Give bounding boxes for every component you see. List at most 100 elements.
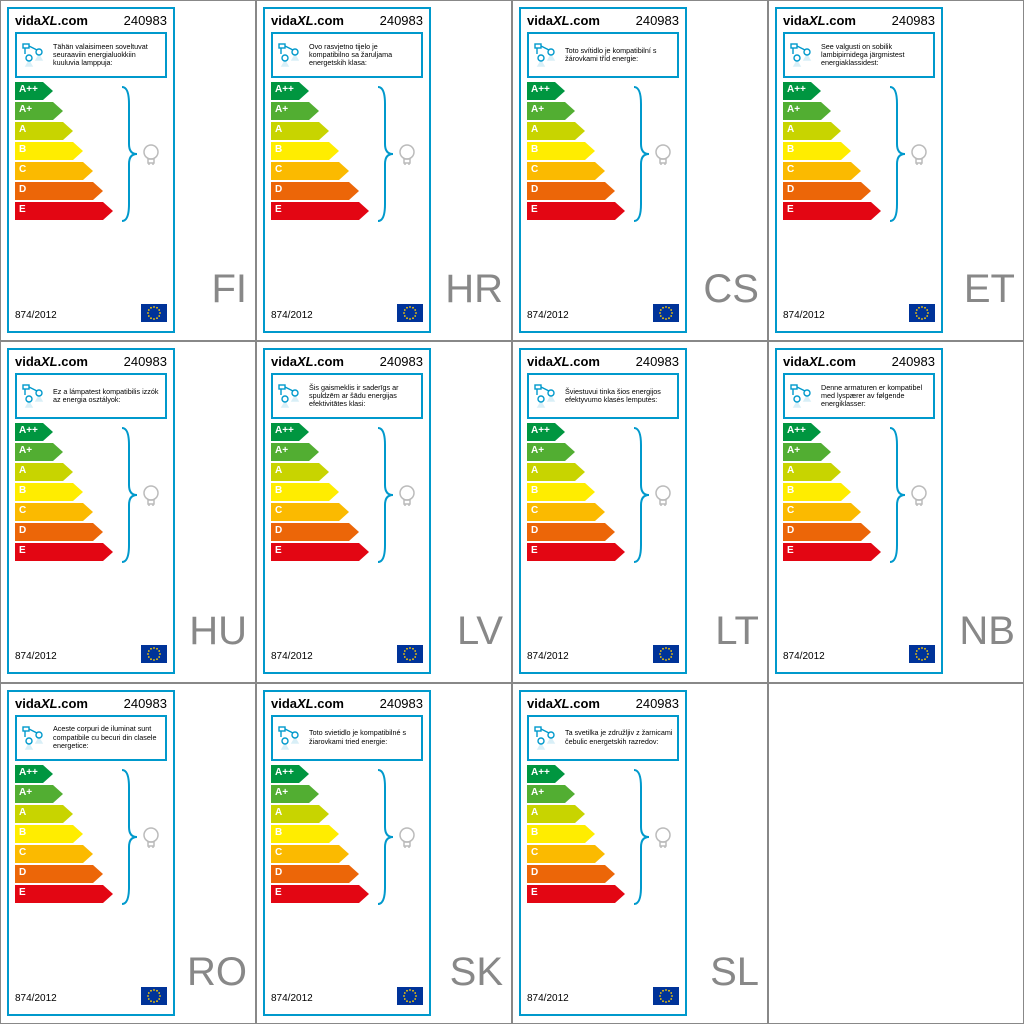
compat-info-box: Denne armaturen er kompatibel med lyspær… [783, 373, 935, 419]
label-cell-sk: vidaXL.com 240983 Toto svietidlo je komp… [256, 683, 512, 1024]
regulation-number: 874/2012 [783, 310, 825, 321]
product-code: 240983 [124, 13, 167, 28]
product-code: 240983 [892, 13, 935, 28]
label-cell-hr: vidaXL.com 240983 Ovo rasvjetno tijelo j… [256, 0, 512, 341]
energy-arrows: A++ A+ A B C D E [271, 423, 429, 573]
label-cell-cs: vidaXL.com 240983 Toto svítidlo je kompa… [512, 0, 768, 341]
brand-logo: vidaXL.com [15, 354, 88, 369]
compat-info-box: See valgusti on sobilik lambipirnidega j… [783, 32, 935, 78]
compat-text: Šviestuvui tinka šios energijos efektyvu… [565, 388, 675, 405]
language-code: RO [187, 950, 247, 995]
bulb-icon [905, 481, 933, 514]
compat-text: See valgusti on sobilik lambipirnidega j… [821, 43, 931, 68]
energy-arrows: A++ A+ A B C D E [15, 423, 173, 573]
energy-label-card: vidaXL.com 240983 Ovo rasvjetno tijelo j… [263, 7, 431, 333]
regulation-number: 874/2012 [271, 310, 313, 321]
compat-text: Ovo rasvjetno tijelo je kompatibilno sa … [309, 43, 419, 68]
brand-logo: vidaXL.com [271, 354, 344, 369]
bulb-icon [393, 823, 421, 856]
eu-flag-icon [909, 645, 935, 668]
language-code: HU [189, 609, 247, 654]
language-code: SL [710, 950, 759, 995]
bulb-icon [137, 140, 165, 173]
compat-text: Toto svietidlo je kompatibilné s žiarovk… [309, 729, 419, 746]
product-code: 240983 [636, 13, 679, 28]
product-code: 240983 [124, 696, 167, 711]
bulb-icon [137, 481, 165, 514]
label-cell-ro: vidaXL.com 240983 Aceste corpuri de ilum… [0, 683, 256, 1024]
label-cell-hu: vidaXL.com 240983 Ez a lámpatest kompati… [0, 341, 256, 682]
label-cell-lt: vidaXL.com 240983 Šviestuvui tinka šios … [512, 341, 768, 682]
brand-logo: vidaXL.com [15, 13, 88, 28]
brand-logo: vidaXL.com [783, 13, 856, 28]
eu-flag-icon [141, 304, 167, 327]
label-cell-empty [768, 683, 1024, 1024]
brand-logo: vidaXL.com [15, 696, 88, 711]
luminaire-icon [787, 40, 817, 70]
eu-flag-icon [141, 987, 167, 1010]
energy-arrows: A++ A+ A B C D E [783, 82, 941, 232]
energy-label-card: vidaXL.com 240983 Šviestuvui tinka šios … [519, 348, 687, 674]
luminaire-icon [787, 381, 817, 411]
compat-info-box: Ez a lámpatest kompatibilis izzók az ene… [15, 373, 167, 419]
luminaire-icon [19, 723, 49, 753]
label-cell-fi: vidaXL.com 240983 Tähän valaisimeen sove… [0, 0, 256, 341]
luminaire-icon [275, 40, 305, 70]
energy-arrows: A++ A+ A B C D E [527, 765, 685, 915]
bulb-icon [905, 140, 933, 173]
regulation-number: 874/2012 [527, 651, 569, 662]
luminaire-icon [275, 723, 305, 753]
regulation-number: 874/2012 [271, 651, 313, 662]
energy-arrows: A++ A+ A B C D E [783, 423, 941, 573]
label-cell-lv: vidaXL.com 240983 Šis gaismeklis ir sade… [256, 341, 512, 682]
luminaire-icon [19, 381, 49, 411]
bulb-icon [393, 140, 421, 173]
compat-info-box: Ovo rasvjetno tijelo je kompatibilno sa … [271, 32, 423, 78]
eu-flag-icon [397, 987, 423, 1010]
compat-text: Ez a lámpatest kompatibilis izzók az ene… [53, 388, 163, 405]
language-code: SK [450, 950, 503, 995]
eu-flag-icon [909, 304, 935, 327]
product-code: 240983 [380, 354, 423, 369]
label-cell-sl: vidaXL.com 240983 Ta svetilka je združlj… [512, 683, 768, 1024]
eu-flag-icon [397, 645, 423, 668]
bulb-icon [137, 823, 165, 856]
energy-arrows: A++ A+ A B C D E [15, 765, 173, 915]
compat-text: Tähän valaisimeen soveltuvat seuraaviin … [53, 43, 163, 68]
energy-arrows: A++ A+ A B C D E [527, 423, 685, 573]
energy-label-card: vidaXL.com 240983 Aceste corpuri de ilum… [7, 690, 175, 1016]
language-code: FI [211, 267, 247, 312]
bulb-icon [649, 823, 677, 856]
eu-flag-icon [141, 645, 167, 668]
energy-label-card: vidaXL.com 240983 Šis gaismeklis ir sade… [263, 348, 431, 674]
language-code: NB [959, 609, 1015, 654]
bulb-icon [649, 140, 677, 173]
label-cell-nb: vidaXL.com 240983 Denne armaturen er kom… [768, 341, 1024, 682]
product-code: 240983 [124, 354, 167, 369]
compat-text: Toto svítidlo je kompatibilní s žárovkam… [565, 47, 675, 64]
compat-info-box: Toto svietidlo je kompatibilné s žiarovk… [271, 715, 423, 761]
energy-label-card: vidaXL.com 240983 Ta svetilka je združlj… [519, 690, 687, 1016]
regulation-number: 874/2012 [527, 993, 569, 1004]
bulb-icon [649, 481, 677, 514]
brand-logo: vidaXL.com [527, 696, 600, 711]
regulation-number: 874/2012 [15, 310, 57, 321]
label-cell-et: vidaXL.com 240983 See valgusti on sobili… [768, 0, 1024, 341]
energy-label-card: vidaXL.com 240983 Ez a lámpatest kompati… [7, 348, 175, 674]
language-code: CS [703, 267, 759, 312]
compat-text: Ta svetilka je združljiv z žarnicami čeb… [565, 729, 675, 746]
product-code: 240983 [636, 696, 679, 711]
energy-arrows: A++ A+ A B C D E [527, 82, 685, 232]
compat-info-box: Aceste corpuri de iluminat sunt compatib… [15, 715, 167, 761]
energy-arrows: A++ A+ A B C D E [271, 765, 429, 915]
brand-logo: vidaXL.com [783, 354, 856, 369]
energy-label-card: vidaXL.com 240983 Tähän valaisimeen sove… [7, 7, 175, 333]
luminaire-icon [531, 40, 561, 70]
energy-arrows: A++ A+ A B C D E [15, 82, 173, 232]
language-code: LT [715, 609, 759, 654]
compat-text: Aceste corpuri de iluminat sunt compatib… [53, 725, 163, 750]
language-code: ET [964, 267, 1015, 312]
energy-label-card: vidaXL.com 240983 Denne armaturen er kom… [775, 348, 943, 674]
compat-info-box: Ta svetilka je združljiv z žarnicami čeb… [527, 715, 679, 761]
compat-info-box: Šviestuvui tinka šios energijos efektyvu… [527, 373, 679, 419]
